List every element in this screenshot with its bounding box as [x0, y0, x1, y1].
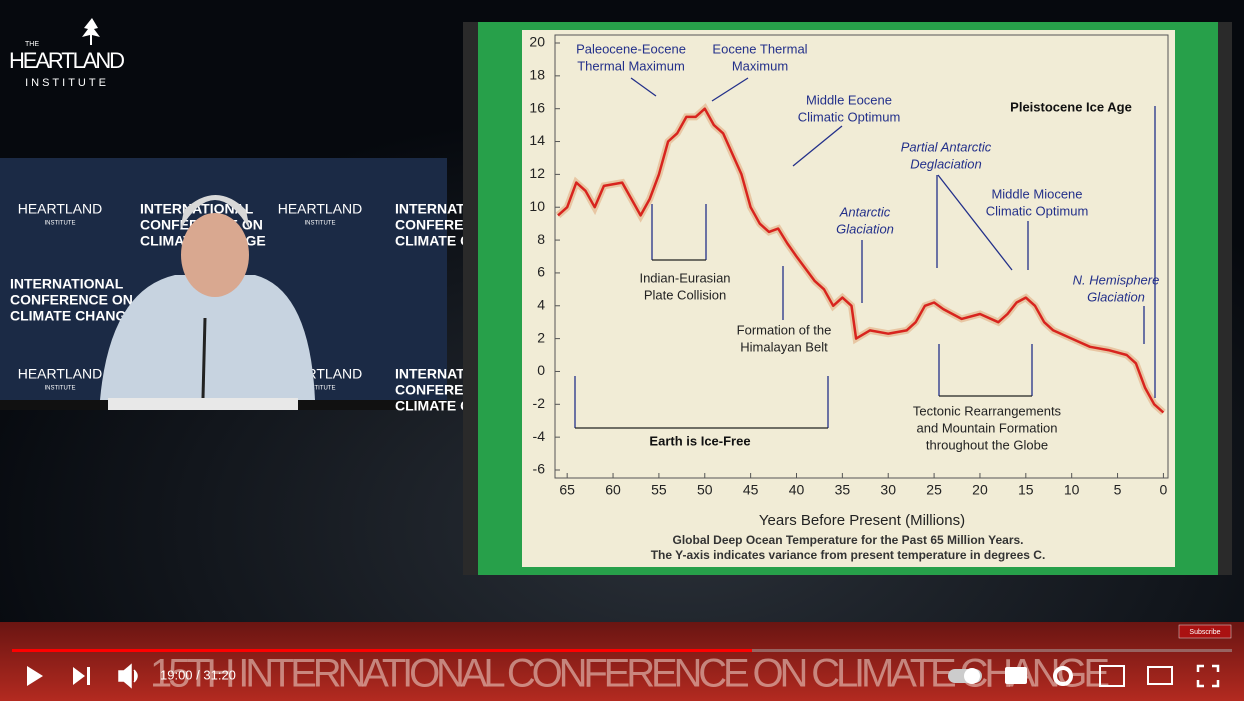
x-tick-label: 60 [605, 482, 621, 498]
y-tick-label: 6 [537, 264, 545, 280]
progress-played [12, 649, 752, 652]
annotation: Plate Collision [644, 287, 726, 302]
annotation: Paleocene-Eocene [576, 41, 686, 56]
annotation: Glaciation [1087, 289, 1145, 304]
logo: THE HEARTLAND INSTITUTE [9, 18, 125, 89]
y-tick-label: 12 [529, 165, 545, 181]
temperature-line [557, 107, 1165, 414]
backdrop-logo: HEARTLAND [18, 201, 103, 217]
slide: Years Before Present (Millions) Global D… [463, 22, 1232, 575]
autoplay-knob [964, 668, 980, 684]
x-tick-label: 25 [926, 482, 942, 498]
annotation: Pleistocene Ice Age [1010, 99, 1132, 114]
backdrop-logo: HEARTLAND [278, 201, 363, 217]
annotation: Earth is Ice-Free [649, 433, 750, 448]
backdrop-logo-sub: INSTITUTE [305, 386, 336, 392]
x-tick-label: 40 [789, 482, 805, 498]
annotation-arrow [630, 77, 657, 97]
subscribe-button[interactable] [1178, 624, 1232, 639]
microphone [201, 317, 207, 399]
backdrop-event: CONFERENCE ON [10, 292, 133, 308]
x-tick-label: 65 [559, 482, 575, 498]
y-tick-label: 20 [529, 34, 545, 50]
theater-button[interactable] [1147, 666, 1173, 685]
logo-sub: INSTITUTE [25, 77, 109, 89]
x-tick-label: 55 [651, 482, 667, 498]
volume-button[interactable] [118, 663, 138, 689]
miniplayer-button[interactable] [1099, 665, 1125, 687]
annotation: Thermal Maximum [577, 58, 685, 73]
time: 19:00 / 31:20 [160, 667, 236, 682]
x-axis-label: Years Before Present (Millions) [759, 512, 965, 529]
x-tick-label: 50 [697, 482, 713, 498]
x-tick-label: 20 [972, 482, 988, 498]
annotation: throughout the Globe [926, 437, 1048, 452]
annotation-arrow [937, 174, 1013, 271]
y-tick-label: -4 [533, 428, 546, 444]
y-tick-label: -2 [533, 395, 546, 411]
annotation: Partial Antarctic [901, 139, 992, 154]
backdrop-logo-sub: INSTITUTE [45, 386, 76, 392]
annotation: Deglaciation [910, 156, 982, 171]
subscribe-label: Subscribe [1189, 629, 1220, 636]
backdrop-logo-sub: INSTITUTE [45, 221, 76, 227]
x-tick-label: 5 [1114, 482, 1122, 498]
next-button[interactable] [73, 667, 90, 685]
banner-bg [0, 622, 1244, 701]
annotation: and Mountain Formation [917, 420, 1058, 435]
annotation: Climatic Optimum [798, 109, 901, 124]
backdrop-logo-sub: INSTITUTE [305, 221, 336, 227]
caption: Global Deep Ocean Temperature for the Pa… [672, 533, 1023, 547]
annotation: Formation of the [737, 322, 832, 337]
speaker-hair [180, 195, 250, 230]
speaker-video: HEARTLANDINSTITUTEINTERNATIONALCONFERENC… [0, 158, 521, 414]
annotation: Middle Miocene [991, 186, 1082, 201]
controls: 15TH INTERNATIONAL CONFERENCE ON CLIMATE… [0, 622, 1244, 701]
annotation: Climatic Optimum [986, 203, 1089, 218]
caption: The Y-axis indicates variance from prese… [651, 548, 1046, 562]
y-tick-label: 16 [529, 99, 545, 115]
x-tick-label: 0 [1160, 482, 1168, 498]
x-tick-label: 35 [835, 482, 851, 498]
y-tick-label: 4 [537, 296, 545, 312]
x-tick-label: 30 [880, 482, 896, 498]
fullscreen-button[interactable] [1196, 664, 1220, 688]
podium [108, 398, 298, 410]
y-tick-label: 18 [529, 67, 545, 83]
speaker-head [181, 213, 249, 297]
y-tick-label: -6 [533, 461, 546, 477]
annotation: Maximum [732, 58, 788, 73]
y-tick-label: 2 [537, 329, 545, 345]
backdrop-event: INTERNATIONAL [10, 276, 124, 292]
logo-leaf [82, 18, 100, 45]
y-tick-label: 10 [529, 198, 545, 214]
annotation: Tectonic Rearrangements [913, 403, 1062, 418]
annotation: Eocene Thermal [712, 41, 807, 56]
annotation: Himalayan Belt [740, 339, 828, 354]
backdrop-logo: HEARTLAND [18, 366, 103, 382]
plot-frame [554, 34, 1169, 479]
annotation: Glaciation [836, 221, 894, 236]
captions-button[interactable] [1005, 667, 1027, 684]
annotation: Middle Eocene [806, 92, 892, 107]
annotation: Indian-Eurasian [639, 270, 730, 285]
logo-name: HEARTLAND [9, 48, 125, 73]
annotation: Antarctic [839, 204, 891, 219]
annotation-arrow [711, 77, 749, 102]
settings-button[interactable] [1053, 666, 1073, 686]
annotation: N. Hemisphere [1073, 272, 1160, 287]
annotation-arrow [792, 125, 843, 167]
x-tick-label: 10 [1064, 482, 1080, 498]
x-tick-label: 45 [743, 482, 759, 498]
speaker-shirt [100, 275, 315, 400]
play-button[interactable] [27, 666, 43, 686]
logo-top: THE [25, 41, 39, 48]
backdrop-event: CLIMATE CHANGE [10, 308, 136, 324]
y-tick-label: 8 [537, 231, 545, 247]
x-tick-label: 15 [1018, 482, 1034, 498]
y-tick-label: 0 [537, 362, 545, 378]
y-tick-label: 14 [529, 132, 545, 148]
backdrop-event: INTERNATIONAL [140, 201, 254, 217]
